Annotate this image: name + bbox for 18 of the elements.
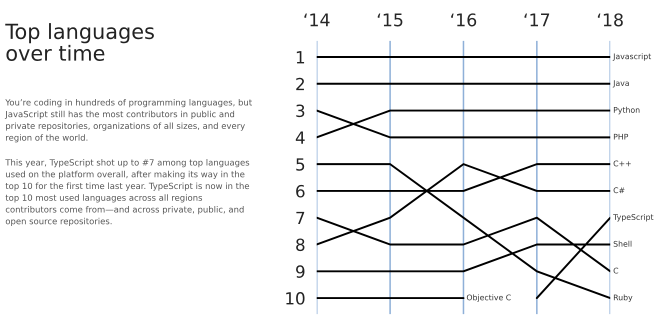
y-tick-label: 3 — [296, 104, 304, 118]
text: This year, TypeScript shot up to #7 among top languages used on the platform overall, after making its way in the top 10 for the first time last year. TypeScript is now in the top 10 most used languages across all regions contributors come from—and across private, public, and open source repositories. — [5, 159, 250, 226]
y-tick-label: 4 — [296, 132, 305, 144]
y-tick-label: 9 — [296, 265, 304, 278]
x-tick-label: ‘15 — [378, 14, 402, 26]
y-tick-label: 1 — [296, 51, 304, 64]
y-tick-label: 8 — [296, 238, 304, 252]
y-tick-label: 6 — [296, 184, 305, 198]
y-tick-label: 2 — [296, 78, 304, 90]
x-tick-label: ‘17 — [524, 14, 550, 26]
text: Top languages over time — [5, 23, 154, 61]
text: You’re coding in hundreds of programming languages, but JavaScript still has the most contributors in public and private repositories, organizations of all sizes, and every region of the world. — [4, 99, 252, 142]
x-tick-label: ‘16 — [451, 13, 476, 26]
y-tick-label: 5 — [296, 158, 304, 171]
x-tick-label: ‘14 — [304, 14, 330, 26]
y-tick-label: 7 — [296, 212, 304, 224]
x-tick-label: ‘18 — [598, 13, 623, 26]
y-tick-label: 10 — [286, 292, 305, 305]
